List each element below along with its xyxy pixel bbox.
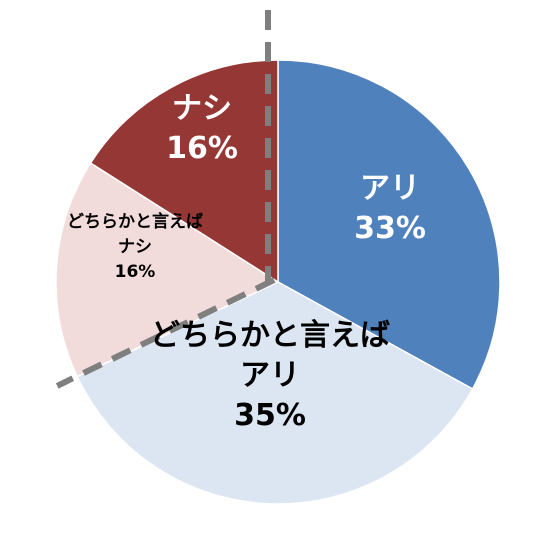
dashed-divider	[55, 10, 276, 389]
pie-slices	[55, 59, 501, 505]
label-nashi-line-1: 16%	[166, 131, 238, 166]
label-dochiraka-ari: どちらかと言えばアリ 35%	[150, 318, 390, 433]
label-dochiraka-nashi: どちらかと言えばナシ 16%	[67, 211, 203, 282]
label-nashi: ナシ 16%	[166, 91, 238, 166]
label-ari: アリ 33%	[354, 171, 426, 246]
label-dochiraka-nashi-line-1: ナシ	[118, 237, 152, 257]
slice-dochiraka-nashi	[55, 162, 280, 378]
slice-dochiraka-ari	[76, 281, 474, 505]
label-dochiraka-nashi-line-2: 16%	[115, 262, 156, 282]
label-dochiraka-ari-line-0: どちらかと言えば	[150, 318, 390, 353]
label-nashi-line-0: ナシ	[172, 91, 232, 126]
label-ari-line-1: 33%	[354, 211, 426, 246]
divider-diagonal	[55, 277, 276, 389]
slice-labels: アリ 33%どちらかと言えばアリ 35%どちらかと言えばナシ 16%ナシ 16%	[67, 91, 426, 433]
slice-ari	[277, 59, 501, 390]
label-dochiraka-nashi-line-0: どちらかと言えば	[67, 211, 203, 232]
label-dochiraka-ari-line-2: 35%	[234, 398, 306, 433]
label-dochiraka-ari-line-1: アリ	[240, 358, 300, 393]
slice-nashi	[89, 59, 279, 284]
label-ari-line-0: アリ	[360, 171, 420, 206]
